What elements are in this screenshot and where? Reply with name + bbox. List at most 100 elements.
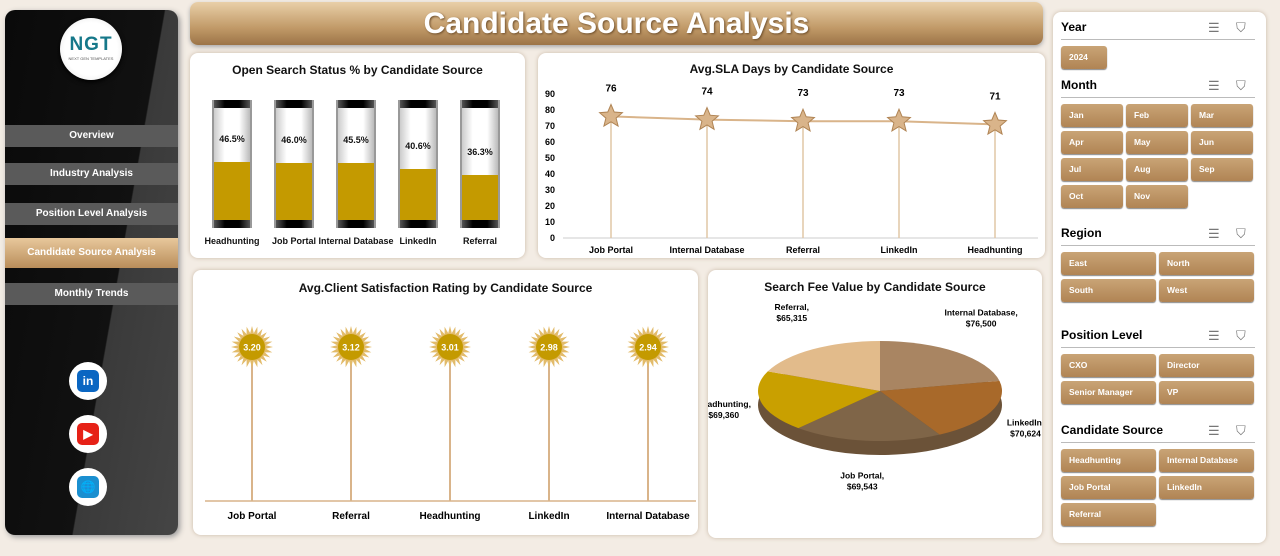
slicer-item[interactable]: Sep <box>1191 158 1253 181</box>
cylinder-cap <box>400 100 436 108</box>
slicer-item[interactable]: Oct <box>1061 185 1123 208</box>
y-tick-label: 80 <box>545 105 555 115</box>
clear-filter-icon[interactable]: ⛉ <box>1236 226 1246 241</box>
category-label: LinkedIn <box>880 245 917 255</box>
nav-position-level-analysis[interactable]: Position Level Analysis <box>5 203 178 225</box>
slicer-candidate-source: Candidate Source ☰ ⛉ <box>1061 423 1255 443</box>
slicer-item[interactable]: North <box>1159 252 1254 275</box>
slicer-item[interactable]: Director <box>1159 354 1254 377</box>
star-marker <box>598 103 624 128</box>
cylinder-cap <box>276 100 312 108</box>
data-label: Referral, $65,315 <box>775 302 810 323</box>
clear-filter-icon[interactable]: ⛉ <box>1236 20 1246 35</box>
sla-line-plot: 0 10 20 30 40 50 60 70 80 90 76 Job Portal 74 Interna… <box>545 83 1038 255</box>
cylinder-cap <box>462 100 498 108</box>
category-label: LinkedIn <box>399 236 437 246</box>
slicer-item[interactable]: Nov <box>1126 185 1188 208</box>
data-label: 2.94 <box>639 343 657 353</box>
clear-filter-icon[interactable]: ⛉ <box>1236 423 1246 438</box>
slicer-item[interactable]: Jun <box>1191 131 1253 154</box>
slicer-item[interactable]: Headhunting <box>1061 449 1156 472</box>
nav-industry-analysis[interactable]: Industry Analysis <box>5 163 178 185</box>
nav-candidate-source-analysis[interactable]: Candidate Source Analysis <box>5 238 178 268</box>
data-label: Internal Database, $76,500 <box>944 308 1017 329</box>
data-label: 40.6% <box>405 141 431 152</box>
slicer-year: Year ☰ ⛉ <box>1061 20 1255 40</box>
multi-select-icon[interactable]: ☰ <box>1208 328 1220 343</box>
y-tick-label: 90 <box>545 89 555 99</box>
category-label: Referral <box>462 236 498 246</box>
clear-filter-icon[interactable]: ⛉ <box>1236 328 1246 343</box>
bar-fill <box>338 163 374 220</box>
marker-core <box>239 334 265 360</box>
slicer-item[interactable]: Job Portal <box>1061 476 1156 499</box>
slicer-item[interactable]: South <box>1061 279 1156 302</box>
star-marker <box>694 106 720 131</box>
slicer-item[interactable]: LinkedIn <box>1159 476 1254 499</box>
logo-text: NGT <box>69 34 113 55</box>
slicer-item[interactable]: Feb <box>1126 104 1188 127</box>
marker-core <box>437 334 463 360</box>
data-label: Job Portal, $69,543 <box>840 470 884 491</box>
y-tick-label: 60 <box>545 137 555 147</box>
slicer-item[interactable]: CXO <box>1061 354 1156 377</box>
slicer-item[interactable]: May <box>1126 131 1188 154</box>
cylinder-bar: 40.6% <box>398 100 438 228</box>
globe-link[interactable]: 🌐 <box>69 468 107 506</box>
y-tick-label: 0 <box>550 233 555 243</box>
category-label: LinkedIn <box>528 511 569 522</box>
y-tick-label: 10 <box>545 217 555 227</box>
multi-select-icon[interactable]: ☰ <box>1208 423 1220 438</box>
linkedin-link[interactable]: in <box>69 362 107 400</box>
slicer-item[interactable]: Internal Database <box>1159 449 1254 472</box>
slicer-position-level: Position Level ☰ ⛉ <box>1061 328 1255 348</box>
search-fee-chart: Search Fee Value by Candidate Source Int… <box>708 270 1042 538</box>
multi-select-icon[interactable]: ☰ <box>1208 78 1220 93</box>
slicer-item[interactable]: Senior Manager <box>1061 381 1156 404</box>
data-label: 3.01 <box>441 343 459 353</box>
linkedin-icon: in <box>77 370 99 392</box>
satisfaction-lollipop-plot: 3.20 Job Portal 3.12 Referral 3.01 Headhuntin… <box>205 326 696 522</box>
multi-select-icon[interactable]: ☰ <box>1208 20 1220 35</box>
slicer-item[interactable]: Referral <box>1061 503 1156 526</box>
slicer-item[interactable]: 2024 <box>1061 46 1107 69</box>
cylinder-bar: 36.3% <box>460 100 500 228</box>
slicer-item[interactable]: Jan <box>1061 104 1123 127</box>
data-label: LinkedIn, $70,624 <box>1007 417 1042 438</box>
star-marker <box>982 111 1008 136</box>
cylinder-bar: 46.0% <box>274 100 314 228</box>
youtube-link[interactable]: ▶ <box>69 415 107 453</box>
slicer-item[interactable]: Apr <box>1061 131 1123 154</box>
slicer-item[interactable]: Mar <box>1191 104 1253 127</box>
slicer-item[interactable]: VP <box>1159 381 1254 404</box>
data-label: 3.20 <box>243 343 261 353</box>
multi-select-icon[interactable]: ☰ <box>1208 226 1220 241</box>
marker-core <box>536 334 562 360</box>
cylinder-base <box>214 220 250 228</box>
slicer-title: Candidate Source <box>1061 423 1164 437</box>
slicer-item[interactable]: West <box>1159 279 1254 302</box>
y-tick-label: 30 <box>545 185 555 195</box>
chart-title: Open Search Status % by Candidate Source <box>232 63 483 77</box>
data-label: 46.5% <box>219 133 245 144</box>
nav-overview[interactable]: Overview <box>5 125 178 147</box>
star-marker <box>790 107 816 132</box>
slicer-item[interactable]: Jul <box>1061 158 1123 181</box>
slicer-title: Position Level <box>1061 328 1143 342</box>
fee-pie-plot: Internal Database, $76,500 LinkedIn, $70,62… <box>708 302 1042 491</box>
slicer-title: Month <box>1061 78 1097 92</box>
page-title: Candidate Source Analysis <box>190 2 1043 45</box>
data-label: 74 <box>701 87 713 98</box>
y-tick-label: 70 <box>545 121 555 131</box>
bar-fill <box>462 174 498 220</box>
bar-fill <box>276 162 312 220</box>
slicer-title: Year <box>1061 20 1087 34</box>
slicer-item[interactable]: Aug <box>1126 158 1188 181</box>
slicer-item[interactable]: East <box>1061 252 1156 275</box>
y-tick-label: 20 <box>545 201 555 211</box>
nav-monthly-trends[interactable]: Monthly Trends <box>5 283 178 305</box>
globe-icon: 🌐 <box>77 476 99 498</box>
category-label: Job Portal <box>271 236 316 246</box>
clear-filter-icon[interactable]: ⛉ <box>1236 78 1246 93</box>
data-label: 73 <box>797 88 809 99</box>
